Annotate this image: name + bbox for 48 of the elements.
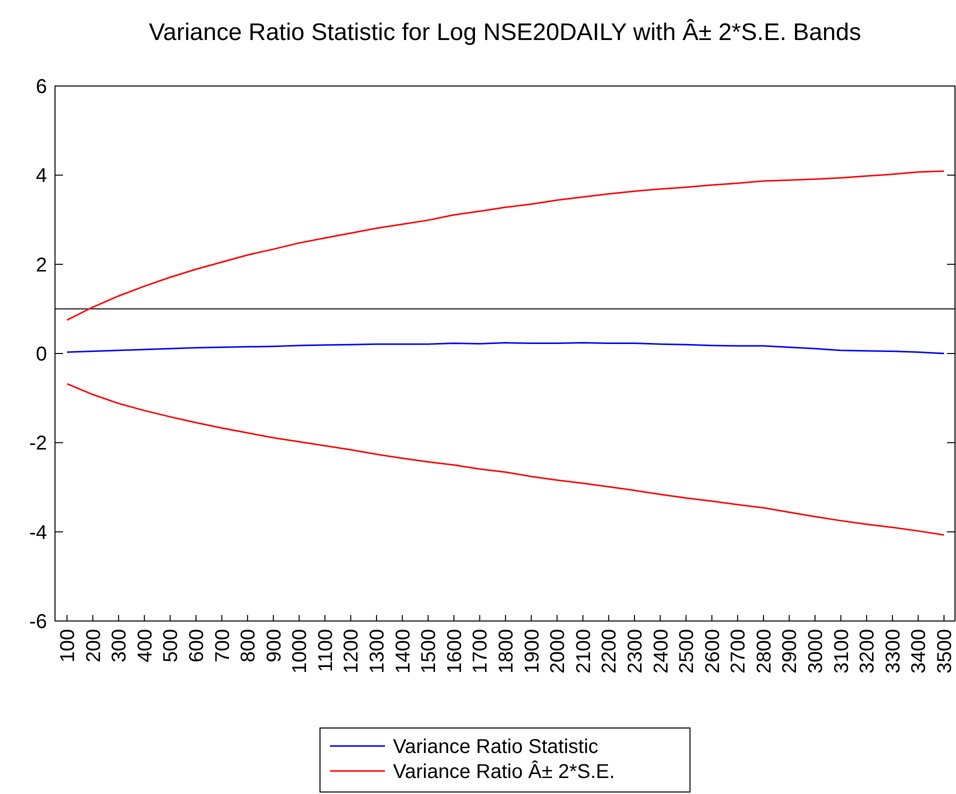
x-tick-label: 800: [238, 629, 260, 662]
x-tick-label: 2600: [702, 629, 724, 674]
line-series: [66, 342, 945, 354]
x-tick-label: 2500: [676, 629, 698, 674]
x-tick-label: 1300: [366, 629, 389, 674]
y-tick-label: -4: [29, 522, 47, 544]
x-tick-label: 1700: [470, 629, 492, 674]
x-tick-label: 2000: [547, 629, 570, 674]
x-tick-label: 2300: [624, 629, 646, 674]
x-tick-label: 400: [134, 629, 156, 662]
x-tick-label: 3500: [934, 629, 956, 674]
line-series: [66, 170, 945, 321]
y-tick-label: -6: [29, 611, 47, 633]
x-tick-label: 300: [108, 629, 131, 662]
x-tick-label: 2900: [779, 629, 802, 674]
x-tick-label: 3400: [908, 629, 930, 674]
x-tick-label: 1500: [418, 629, 440, 674]
x-tick-label: 900: [263, 629, 286, 662]
legend-label: Variance Ratio Statistic: [393, 736, 598, 758]
x-tick-label: 3300: [882, 629, 904, 674]
x-tick-label: 700: [212, 629, 234, 662]
y-tick-label: -2: [29, 432, 47, 455]
line-series: [66, 383, 945, 536]
x-tick-label: 1400: [392, 629, 414, 674]
x-tick-label: 3100: [830, 629, 853, 674]
x-tick-label: 1000: [289, 629, 312, 674]
x-tick-label: 600: [186, 629, 208, 662]
x-tick-label: 1100: [314, 629, 337, 672]
x-tick-label: 2200: [598, 629, 621, 674]
legend-label: Variance Ratio Â± 2*S.E.: [393, 760, 615, 783]
y-tick-label: 2: [36, 254, 47, 276]
x-tick-label: 3200: [856, 629, 879, 674]
y-tick-label: 4: [36, 165, 47, 188]
y-tick-label: 0: [36, 344, 47, 366]
x-tick-label: 1200: [340, 629, 363, 674]
x-tick-label: 500: [160, 629, 182, 662]
x-tick-label: 1900: [521, 629, 544, 674]
x-tick-label: 2400: [650, 629, 672, 674]
y-tick-label: 6: [36, 76, 47, 98]
chart-title: Variance Ratio Statistic for Log NSE20DAILY with Â± 2*S.E. Bands: [148, 19, 862, 46]
x-tick-label: 1800: [496, 629, 518, 674]
x-tick-label: 2700: [728, 629, 750, 674]
x-tick-label: 3000: [805, 629, 828, 674]
x-tick-label: 2800: [753, 629, 776, 674]
x-tick-label: 2100: [572, 629, 595, 674]
x-tick-label: 100: [57, 629, 79, 662]
x-tick-label: 1600: [444, 629, 466, 674]
x-tick-label: 200: [82, 629, 105, 662]
